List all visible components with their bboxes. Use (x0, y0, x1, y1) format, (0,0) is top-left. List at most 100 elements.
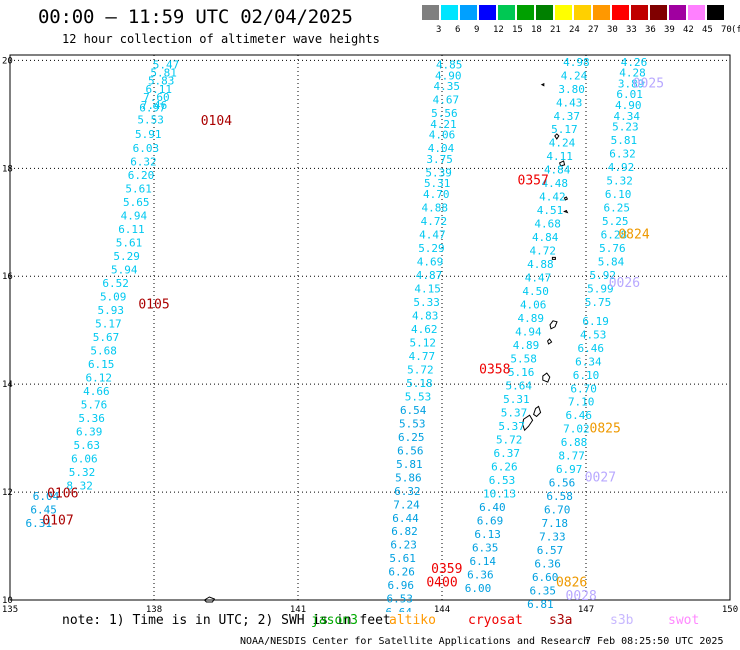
pass-time-label: 0824 (618, 227, 649, 242)
wave-height-value: 4.72 (530, 245, 557, 258)
wave-height-value: 7.02 (563, 423, 590, 436)
wave-height-value: 6.96 (387, 579, 414, 592)
longitude-tick-label: 147 (578, 605, 594, 612)
wave-height-value: 6.45 (30, 504, 57, 517)
wave-height-value: 6.32 (394, 485, 421, 498)
wave-height-value: 5.72 (407, 363, 434, 376)
pass-time-label: 0106 (47, 486, 78, 501)
island-outline (563, 196, 569, 201)
scale-swatch (422, 5, 439, 20)
satellite-legend-cryosat: cryosat (468, 613, 523, 628)
wave-height-value: 4.24 (549, 137, 576, 150)
wave-height-value: 5.72 (496, 434, 523, 447)
wave-height-value: 6.04 (33, 490, 60, 503)
wave-height-value: 6.52 (102, 277, 129, 290)
wave-height-value: 5.63 (74, 439, 101, 452)
longitude-tick-label: 135 (2, 605, 18, 612)
wave-height-value: 6.34 (575, 355, 602, 368)
wave-height-value: 6.37 (494, 447, 521, 460)
wave-height-value: 5.58 (510, 353, 537, 366)
wave-height-value: 4.72 (421, 215, 448, 228)
wave-height-value: 4.67 (433, 94, 460, 107)
pass-time-label: 0358 (479, 362, 510, 377)
wave-height-value: 6.00 (465, 582, 492, 595)
wave-height-value: 5.81 (150, 67, 177, 80)
wave-height-value: 6.36 (467, 568, 494, 581)
wave-height-value: 5.75 (585, 296, 612, 309)
wave-height-value: 5.25 (602, 215, 629, 228)
wave-height-value: 6.01 (616, 88, 643, 101)
scale-swatch (536, 5, 553, 20)
satellite-legend-altiko: altiko (389, 613, 436, 628)
scale-label: 15 (512, 25, 523, 35)
wave-height-value: 4.47 (419, 228, 446, 241)
wave-height-value: 5.67 (93, 331, 120, 344)
scale-label: 12 (493, 25, 504, 35)
wave-height-value: 6.88 (561, 436, 588, 449)
wave-height-value: 6.11 (118, 223, 145, 236)
scale-swatch (707, 5, 724, 20)
scale-label: 42 (683, 25, 694, 35)
wave-height-value: 5.37 (498, 420, 525, 433)
wave-height-value: 3.80 (558, 83, 585, 96)
latitude-tick-label: 12 (2, 488, 13, 498)
scale-swatch (498, 5, 515, 20)
wave-height-value: 5.64 (506, 380, 533, 393)
pass-time-label: 0357 (518, 174, 549, 189)
wave-height-value: 4.84 (532, 231, 559, 244)
wave-height-value: 6.32 (609, 148, 636, 161)
wave-height-value: 4.06 (520, 299, 547, 312)
wave-height-value: 6.57 (537, 544, 564, 557)
wave-height-value: 6.82 (391, 525, 418, 538)
wave-height-value: 6.32 (130, 156, 157, 169)
footer-note: note: 1) Time is in UTC; 2) SWH is in fe… (62, 613, 391, 628)
wave-height-value: 4.51 (537, 204, 564, 217)
pass-time-label: 0105 (138, 298, 169, 313)
pass-time-label: 0826 (556, 576, 587, 591)
scale-unit: (ft) (731, 25, 740, 35)
scale-label: 6 (455, 25, 461, 35)
wave-height-value: 5.37 (501, 407, 528, 420)
latitude-tick-label: 18 (2, 164, 13, 174)
wave-height-value: 4.04 (428, 142, 455, 155)
wave-height-value: 6.12 (86, 371, 113, 384)
longitude-tick-label: 144 (434, 605, 450, 612)
wave-height-value: 6.26 (388, 566, 415, 579)
scale-label: 36 (645, 25, 656, 35)
track-0105: 6.525.095.935.175.675.686.156.124.665.76… (66, 277, 128, 492)
wave-height-value: 6.40 (479, 501, 506, 514)
wave-height-value: 4.62 (411, 323, 438, 336)
wave-height-value: 6.19 (582, 315, 609, 328)
satellite-legend-s3a: s3a (549, 613, 573, 628)
scale-swatch (441, 5, 458, 20)
scale-swatch (612, 5, 629, 20)
wave-height-value: 5.53 (405, 390, 432, 403)
wave-height-value: 6.03 (133, 142, 160, 155)
latitude-tick-label: 20 (2, 56, 13, 66)
scale-swatch (517, 5, 534, 20)
longitude-tick-label: 138 (146, 605, 162, 612)
wave-height-value: 5.36 (78, 412, 105, 425)
wave-height-value: 5.12 (410, 336, 437, 349)
wave-height-value: 6.70 (570, 382, 597, 395)
longitude-tick-label: 150 (722, 605, 738, 612)
wave-height-value: 7.33 (539, 531, 566, 544)
track-0025: 4.264.283.896.014.904.345.235.816.324.92… (598, 56, 648, 269)
wave-height-value: 4.87 (416, 269, 443, 282)
scale-swatch (593, 5, 610, 20)
island-outline (522, 414, 534, 432)
wave-height-value: 4.90 (615, 99, 642, 112)
wave-height-value: 4.88 (422, 201, 449, 214)
scale-label: 30 (607, 25, 618, 35)
scale-swatch (555, 5, 572, 20)
track-0104: 5.475.815.836.117.607.466.975.535.916.03… (111, 58, 179, 276)
scale-swatch (669, 5, 686, 20)
wave-height-value: 4.94 (121, 210, 148, 223)
wave-height-value: 4.21 (430, 118, 457, 131)
wave-height-value: 4.88 (527, 258, 554, 271)
wave-height-value: 4.11 (546, 150, 573, 163)
wave-height-value: 6.20 (128, 169, 155, 182)
wave-height-value: 5.81 (396, 458, 423, 471)
wave-height-value: 4.66 (83, 385, 110, 398)
wave-height-value: 6.97 (139, 102, 166, 115)
